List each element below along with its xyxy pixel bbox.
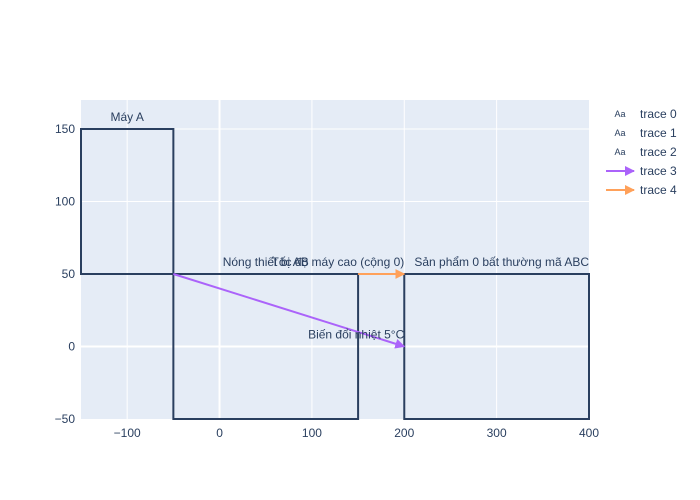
x-tick-label: 300 <box>487 426 507 440</box>
y-tick-label: 150 <box>55 122 75 136</box>
x-tick-label: −100 <box>114 426 141 440</box>
legend-entry-0: trace 0 <box>640 107 677 121</box>
legend-symbol-text: Aa <box>614 109 625 119</box>
annotation-label: Biến đổi nhiệt 5°C <box>308 328 405 342</box>
legend-entry-1: trace 1 <box>640 126 677 140</box>
y-tick-label: 50 <box>62 267 76 281</box>
legend-symbol-text: Aa <box>614 147 625 157</box>
plot-area <box>81 100 589 419</box>
x-tick-label: 400 <box>579 426 599 440</box>
x-tick-label: 100 <box>302 426 322 440</box>
annotation-label: Nóng thiết bị AB <box>223 255 309 269</box>
legend-entry-2: trace 2 <box>640 145 677 159</box>
legend-entry-4: trace 4 <box>640 183 677 197</box>
y-tick-label: −50 <box>55 412 76 426</box>
y-tick-label: 100 <box>55 195 75 209</box>
x-tick-label: 200 <box>394 426 414 440</box>
annotation-label: Máy A <box>111 110 144 124</box>
trace-3-line <box>173 273 406 349</box>
y-tick-label: 0 <box>68 340 75 354</box>
shape-rect-1 <box>172 273 360 420</box>
x-tick-label: 0 <box>216 426 223 440</box>
legend-entry-3: trace 3 <box>640 164 677 178</box>
shape-rect-0 <box>80 128 175 275</box>
legend-symbol-text: Aa <box>614 128 625 138</box>
annotation-label: Sản phẩm 0 bất thường mã ABC <box>414 255 589 269</box>
annotation-label: Tốc độ máy cao (cộng 0) <box>272 255 405 269</box>
